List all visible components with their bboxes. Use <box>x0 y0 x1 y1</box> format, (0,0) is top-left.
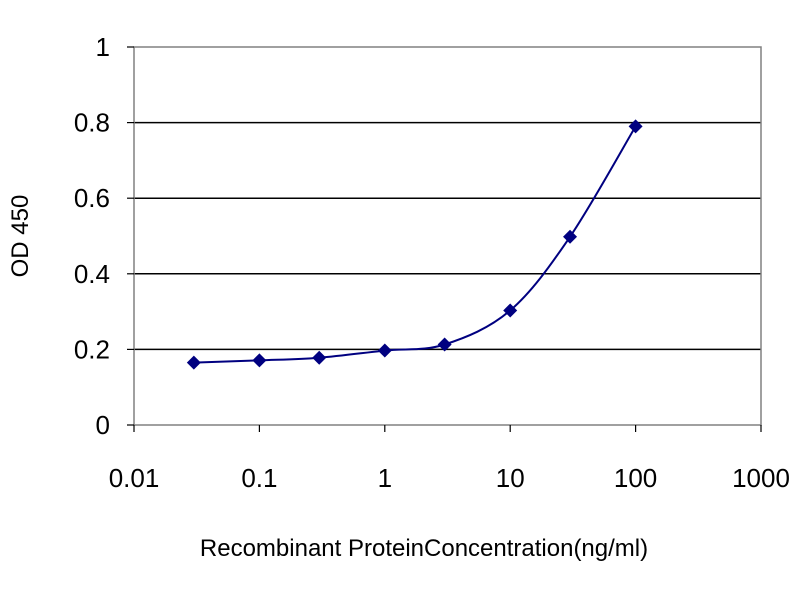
y-axis-ticks: 0 0.2 0.4 0.6 0.8 1 <box>74 32 134 440</box>
x-axis-title: Recombinant ProteinConcentration(ng/ml) <box>200 535 648 562</box>
x-tick-label: 10 <box>496 463 525 493</box>
y-tick-label: 0.4 <box>74 259 110 289</box>
data-point-marker <box>628 119 643 134</box>
gridlines <box>134 121 761 351</box>
y-tick-label: 0.8 <box>74 108 110 138</box>
y-tick-label: 0 <box>96 410 110 440</box>
y-tick-label: 1 <box>96 32 110 62</box>
x-axis-ticks: 0.01 0.1 1 10 100 1000 <box>109 425 790 493</box>
y-tick-label: 0.6 <box>74 183 110 213</box>
data-point-marker <box>563 229 578 244</box>
data-point-marker <box>252 353 267 368</box>
series-line <box>193 125 637 364</box>
data-point-marker <box>312 350 327 365</box>
x-tick-label: 1000 <box>732 463 790 493</box>
y-tick-label: 0.2 <box>74 334 110 364</box>
x-tick-label: 0.1 <box>241 463 277 493</box>
x-tick-label: 1 <box>378 463 392 493</box>
data-point-marker <box>377 343 392 358</box>
data-point-marker <box>186 355 201 370</box>
series-markers <box>186 119 643 370</box>
y-axis-title: OD 450 <box>7 195 34 278</box>
data-point-marker <box>437 337 452 352</box>
data-point-marker <box>503 303 518 318</box>
x-tick-label: 0.01 <box>109 463 160 493</box>
x-tick-label: 100 <box>614 463 657 493</box>
plot-area <box>133 46 762 426</box>
